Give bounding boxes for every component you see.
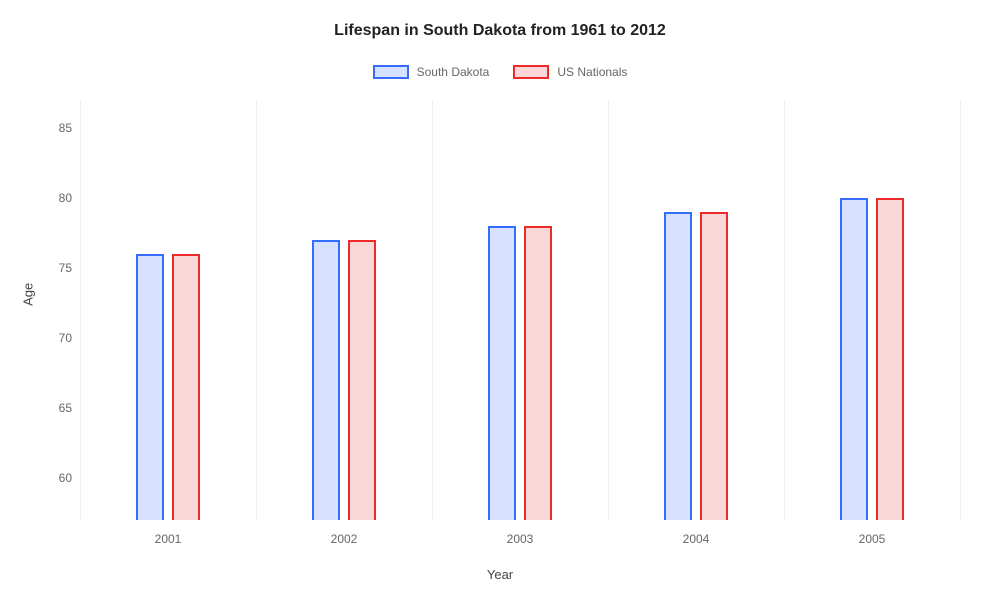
legend: South Dakota US Nationals <box>0 65 1000 79</box>
grid-line-v <box>960 100 961 520</box>
legend-swatch-us-nationals <box>513 65 549 79</box>
grid-line-v <box>784 100 785 520</box>
y-axis-label: Age <box>21 283 36 306</box>
legend-swatch-south-dakota <box>373 65 409 79</box>
x-tick-label: 2004 <box>683 532 710 546</box>
x-tick-label: 2003 <box>507 532 534 546</box>
chart-container: Lifespan in South Dakota from 1961 to 20… <box>0 0 1000 600</box>
grid-line-v <box>80 100 81 520</box>
y-tick-label: 80 <box>42 191 72 205</box>
bar-south-dakota-2003 <box>488 226 516 520</box>
grid-line-v <box>432 100 433 520</box>
bar-south-dakota-2001 <box>136 254 164 520</box>
y-tick-label: 70 <box>42 331 72 345</box>
bar-south-dakota-2002 <box>312 240 340 520</box>
chart-title: Lifespan in South Dakota from 1961 to 20… <box>0 22 1000 40</box>
x-tick-label: 2001 <box>155 532 182 546</box>
x-axis-label: Year <box>0 567 1000 582</box>
bar-us-nationals-2003 <box>524 226 552 520</box>
bar-us-nationals-2004 <box>700 212 728 520</box>
bar-south-dakota-2004 <box>664 212 692 520</box>
legend-item-south-dakota: South Dakota <box>373 65 490 79</box>
legend-item-us-nationals: US Nationals <box>513 65 627 79</box>
y-tick-label: 65 <box>42 401 72 415</box>
y-tick-label: 75 <box>42 261 72 275</box>
x-tick-label: 2002 <box>331 532 358 546</box>
bar-us-nationals-2002 <box>348 240 376 520</box>
x-tick-label: 2005 <box>859 532 886 546</box>
y-tick-label: 85 <box>42 121 72 135</box>
bar-south-dakota-2005 <box>840 198 868 520</box>
bar-us-nationals-2001 <box>172 254 200 520</box>
bar-us-nationals-2005 <box>876 198 904 520</box>
plot-area: 60657075808520012002200320042005 <box>80 100 960 520</box>
y-tick-label: 60 <box>42 471 72 485</box>
legend-label-us-nationals: US Nationals <box>557 65 627 79</box>
legend-label-south-dakota: South Dakota <box>417 65 490 79</box>
grid-line-v <box>256 100 257 520</box>
grid-line-v <box>608 100 609 520</box>
